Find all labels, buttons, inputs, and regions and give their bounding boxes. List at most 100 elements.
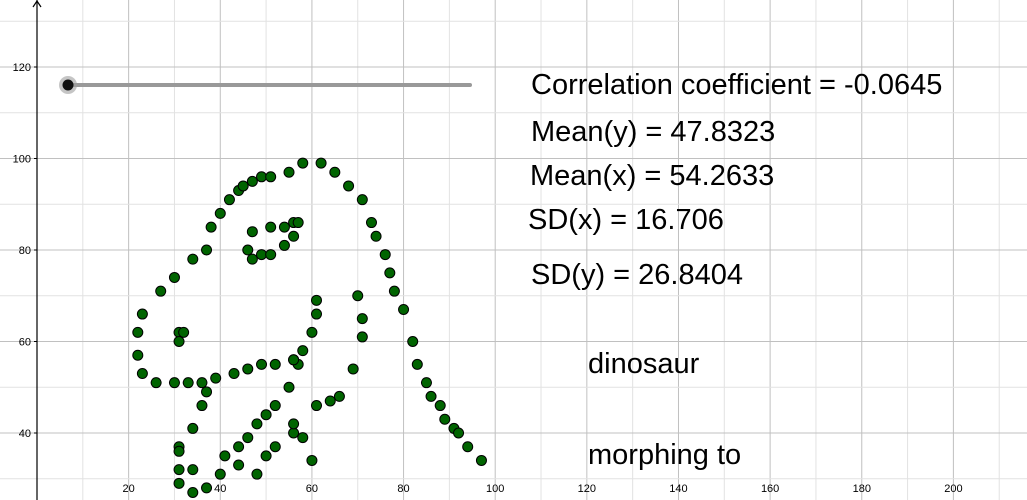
data-point <box>347 363 359 375</box>
data-point <box>269 358 281 370</box>
data-point <box>223 194 235 206</box>
data-point <box>283 166 295 178</box>
x-tick-label: 100 <box>486 483 504 495</box>
data-point <box>246 175 258 187</box>
data-point <box>333 390 345 402</box>
data-point <box>260 409 272 421</box>
sd-x-label: SD(x) = 16.706 <box>528 204 724 236</box>
data-point <box>201 482 213 494</box>
data-point <box>187 422 199 434</box>
data-point <box>205 221 217 233</box>
data-point <box>420 377 432 389</box>
data-point <box>260 450 272 462</box>
data-point <box>278 221 290 233</box>
data-point <box>168 377 180 389</box>
data-point <box>214 207 226 219</box>
data-point <box>242 432 254 444</box>
x-tick-label: 140 <box>669 483 687 495</box>
data-point <box>187 253 199 265</box>
mean-y-label: Mean(y) = 47.8323 <box>531 116 776 148</box>
data-point <box>288 230 300 242</box>
data-point <box>219 450 231 462</box>
x-tick-label: 120 <box>578 483 596 495</box>
y-tick-label: 120 <box>13 62 31 74</box>
data-point <box>265 249 277 261</box>
data-point <box>306 326 318 338</box>
data-point <box>136 368 148 380</box>
data-point <box>196 377 208 389</box>
x-tick-label: 20 <box>123 483 135 495</box>
data-point <box>352 290 364 302</box>
data-point <box>178 326 190 338</box>
data-point <box>233 441 245 453</box>
y-axis-arrow <box>32 0 42 8</box>
data-point <box>439 413 451 425</box>
morph-slider[interactable] <box>59 76 472 94</box>
data-point <box>297 157 309 169</box>
data-point <box>453 427 465 439</box>
x-tick-label: 60 <box>306 483 318 495</box>
data-point <box>297 432 309 444</box>
data-point <box>196 400 208 412</box>
y-tick-label: 40 <box>19 428 31 440</box>
x-tick-label: 80 <box>397 483 409 495</box>
data-point <box>173 477 185 489</box>
y-tick-label: 100 <box>13 154 31 166</box>
data-point <box>411 358 423 370</box>
data-point <box>475 454 487 466</box>
data-point <box>256 171 268 183</box>
y-tick-label: 60 <box>19 337 31 349</box>
data-point <box>306 454 318 466</box>
x-tick-label: 180 <box>853 483 871 495</box>
data-point <box>233 459 245 471</box>
data-point <box>425 390 437 402</box>
mean-x-label: Mean(x) = 54.2633 <box>530 160 775 192</box>
data-point <box>324 395 336 407</box>
data-point <box>256 358 268 370</box>
data-point <box>246 253 258 265</box>
data-point <box>434 400 446 412</box>
data-point <box>246 226 258 238</box>
data-point <box>379 249 391 261</box>
data-point <box>187 464 199 476</box>
x-tick-label: 200 <box>944 483 962 495</box>
data-point <box>288 427 300 439</box>
data-point <box>297 345 309 357</box>
data-point <box>398 303 410 315</box>
data-point <box>173 445 185 457</box>
y-tick-label: 80 <box>19 245 31 257</box>
data-point <box>201 386 213 398</box>
data-point <box>237 180 249 192</box>
data-point <box>384 267 396 279</box>
data-point <box>168 271 180 283</box>
data-point <box>269 441 281 453</box>
data-point <box>173 336 185 347</box>
data-point <box>132 349 144 361</box>
data-point <box>214 468 226 480</box>
data-point <box>251 468 263 480</box>
data-point <box>182 377 194 389</box>
data-point <box>132 326 144 338</box>
slider-handle[interactable] <box>62 79 74 91</box>
data-point <box>356 194 368 206</box>
tick-labels: 20 40 60 80 100 120 140 160 180 200 40 60 80 100 120 <box>13 62 963 495</box>
data-points <box>132 157 487 498</box>
data-point <box>150 377 162 389</box>
data-point <box>292 217 304 229</box>
data-point <box>210 372 222 384</box>
data-point <box>173 464 185 476</box>
data-point <box>407 336 419 347</box>
morphing-label: morphing to <box>588 439 742 471</box>
data-point <box>288 418 300 430</box>
x-tick-label: 40 <box>214 483 226 495</box>
data-point <box>311 400 323 412</box>
data-point <box>187 486 199 498</box>
data-point <box>329 166 341 178</box>
data-point <box>370 230 382 242</box>
x-tick-label: 160 <box>761 483 779 495</box>
data-point <box>278 239 290 251</box>
data-point <box>265 221 277 233</box>
data-point <box>315 157 327 169</box>
data-point <box>356 331 368 343</box>
